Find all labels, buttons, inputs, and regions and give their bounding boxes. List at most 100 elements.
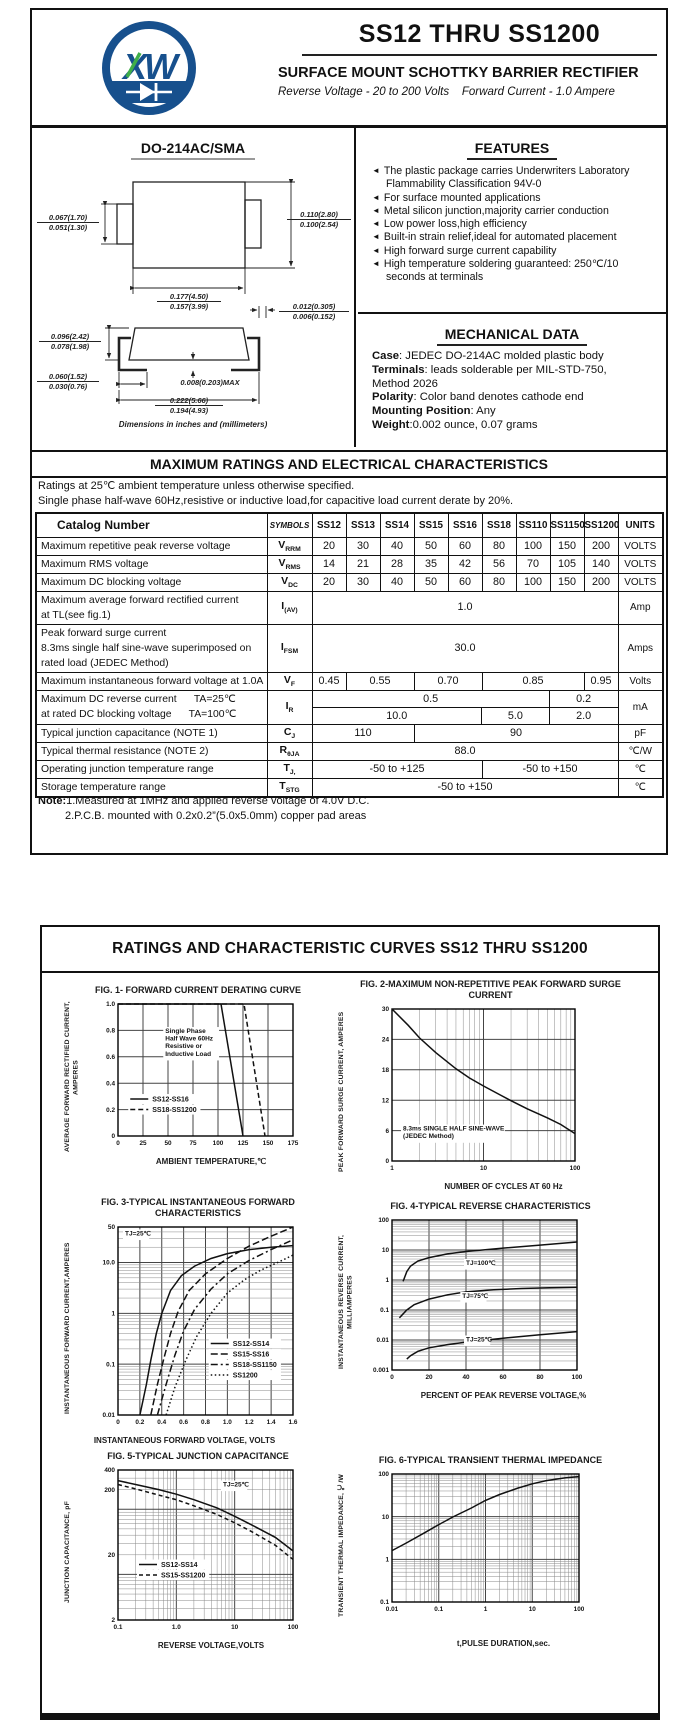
x-tick-label: 0: [116, 1419, 120, 1426]
fig3-forward-characteristics: FIG. 3-TYPICAL INSTANTANEOUS FORWARD CHA…: [64, 1197, 332, 1446]
row-symbol: VF: [266, 671, 313, 691]
annotation-text: Inductive Load: [165, 1051, 211, 1058]
value-cell: 50: [413, 536, 449, 556]
legend-label: SS12-SS14: [161, 1562, 198, 1569]
x-tick-label: 1.4: [267, 1419, 276, 1426]
row-unit: pF: [617, 723, 664, 743]
data-curve: [139, 1244, 294, 1416]
row-symbol: VRMS: [266, 554, 313, 574]
y-tick-label: 0.01: [377, 1337, 390, 1344]
part-column-header: SS1200: [583, 512, 619, 538]
value-cell: 20: [311, 572, 347, 592]
row-label-line: Storage temperature range: [41, 781, 166, 793]
fig2-peak-forward-surge-current: FIG. 2-MAXIMUM NON-REPETITIVE PEAK FORWA…: [338, 979, 643, 1192]
x-tick-label: 0: [116, 1140, 120, 1147]
value-cell: 88.0: [311, 741, 619, 761]
y-tick-label: 200: [104, 1487, 115, 1494]
x-tick-label: 10: [480, 1165, 488, 1172]
y-tick-label: 12: [382, 1097, 390, 1104]
plot-border: [117, 1003, 294, 1137]
header: XW SS12 THRU SS1200 SURFACE MOUNT SCHOTT…: [32, 10, 666, 128]
mechanical-text: :0.002 ounce, 0.07 grams: [409, 418, 538, 431]
feature-item: ◄ For surface mounted applications: [372, 192, 658, 205]
logo-text: XW: [121, 46, 181, 87]
mechanical-line: Mounting Position: Any: [372, 405, 660, 419]
value-cell: -50 to +150: [311, 777, 619, 797]
mechanical-text: : Any: [470, 405, 496, 418]
x-tick-label: 100: [213, 1140, 224, 1147]
value-cell: 0.5: [313, 690, 550, 707]
y-tick-label: 10: [382, 1514, 390, 1521]
value-cell: 30: [345, 572, 381, 592]
bullet-arrow-icon: ◄: [372, 166, 380, 175]
feature-text: High temperature soldering guaranteed: 2…: [383, 258, 619, 284]
data-curve: [391, 1475, 580, 1552]
value-cell: 60: [447, 536, 483, 556]
data-curve: [402, 1241, 578, 1282]
annotation-text: 8.3ms SINGLE HALF SINE-WAVE: [403, 1126, 505, 1133]
feature-text: Low power loss,high efficiency: [383, 218, 527, 231]
part-column-header: SS16: [447, 512, 483, 538]
table-row: Operating junction temperature range TJ, -…: [35, 759, 664, 779]
fig6-y-axis-label: TRANSIENT THERMAL IMPEDANCE, ℃/W: [338, 1472, 345, 1617]
row-label-line: Peak forward surge current: [41, 627, 167, 639]
symbol-sub: (AV): [284, 607, 298, 615]
legend-bg: [128, 1094, 201, 1105]
x-tick-label: 0.6: [179, 1419, 188, 1426]
curves-heading: RATINGS AND CHARACTERISTIC CURVES SS12 T…: [112, 940, 588, 957]
bullet-arrow-icon: ◄: [372, 245, 380, 255]
table-row: Maximum average forward rectified curren…: [35, 590, 664, 625]
table-row: Maximum repetitive peak reverse voltage V…: [35, 536, 664, 556]
row-label-line: Maximum instantaneous forward voltage at…: [41, 675, 264, 687]
mechanical-text: : JEDEC DO-214AC molded plastic body: [399, 350, 604, 362]
x-tick-label: 0.01: [386, 1606, 399, 1613]
x-tick-label: 25: [139, 1140, 147, 1147]
fig4-chart: 0 20 40 60 80 100 0.001 0.01 0.1 1 10 100 TJ=100℃ TJ=…: [373, 1217, 583, 1381]
y-tick-label: 1: [385, 1557, 389, 1564]
value-cell: 56: [481, 554, 517, 574]
data-curve: [406, 1330, 578, 1360]
mechanical-line: Method 2026: [372, 378, 660, 392]
value-cell: 21: [345, 554, 381, 574]
symbol-sub: RMS: [285, 564, 301, 572]
symbol-main: V: [281, 574, 289, 587]
dim-terminal-thickness: 0.012(0.305) 0.006(0.152): [279, 302, 349, 321]
fig2-x-axis-label: NUMBER OF CYCLES AT 60 Hz: [444, 1182, 563, 1191]
annotation-bg: [400, 1124, 505, 1143]
mechanical-panel: MECHANICAL DATA Case: JEDEC DO-214AC mol…: [358, 314, 666, 433]
legend-bg: [208, 1349, 281, 1360]
mechanical-label: Weight: [372, 418, 410, 431]
page-title: SS12 THRU SS1200: [358, 20, 601, 48]
annotation-text: TJ=25℃: [223, 1481, 250, 1489]
data-curve: [398, 1286, 578, 1319]
value-cell: 1.0: [311, 590, 619, 625]
data-curve: [165, 1254, 294, 1416]
legend-bg: [208, 1359, 281, 1370]
dim-body-width: 0.177(4.50) 0.157(3.99): [157, 292, 221, 311]
feature-text: Metal silicon junction,majority carrier …: [383, 204, 609, 217]
ratings-conditions: Ratings at 25℃ ambient temperature unles…: [38, 479, 662, 509]
value-cell: 0.45: [311, 671, 347, 691]
symbol-sub: F: [290, 681, 296, 689]
symbol-main: I: [285, 699, 289, 712]
header-text: SS12 THRU SS1200 SURFACE MOUNT SCHOTTKY …: [278, 20, 657, 98]
fig4-reverse-characteristics: FIG. 4-TYPICAL REVERSE CHARACTERISTICS I…: [338, 1201, 643, 1401]
y-tick-label: 100: [378, 1471, 389, 1478]
bullet-arrow-icon: ◄: [372, 192, 380, 202]
title-rule: [302, 54, 657, 56]
ratings-table: Catalog Number SYMBOLS SS12 SS13 SS14 SS15 SS1…: [35, 512, 664, 798]
row-label-line: Typical junction capacitance (NOTE 1): [41, 727, 218, 739]
x-tick-label: 0.1: [114, 1624, 123, 1631]
bullet-arrow-icon: ◄: [372, 232, 380, 242]
data-curve: [156, 1239, 294, 1416]
symbol-main: I: [280, 640, 284, 653]
row-unit: ℃/W: [617, 741, 664, 761]
row-symbol: IFSM: [266, 623, 313, 673]
symbols-header: SYMBOLS: [266, 512, 313, 538]
curves-heading-bar: RATINGS AND CHARACTERISTIC CURVES SS12 T…: [42, 927, 658, 973]
annotation-text: Single Phase: [165, 1028, 206, 1035]
note-line-1: Note:1.Measured at 1MHz and applied reve…: [38, 795, 370, 807]
value-cell: 150: [549, 536, 585, 556]
fig5-title: FIG. 5-TYPICAL JUNCTION CAPACITANCE: [107, 1451, 289, 1461]
row-symbol: TJ,: [266, 759, 313, 779]
